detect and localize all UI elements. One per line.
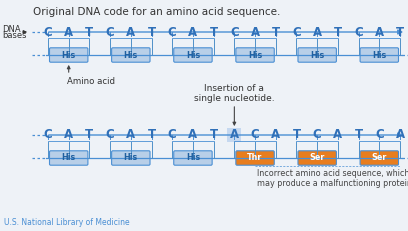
Text: T: T: [210, 128, 218, 142]
FancyBboxPatch shape: [298, 48, 336, 62]
FancyBboxPatch shape: [236, 151, 274, 165]
Text: U.S. National Library of Medicine: U.S. National Library of Medicine: [4, 218, 130, 227]
Text: A: A: [333, 128, 342, 142]
Text: A: A: [230, 128, 239, 142]
Text: Ser: Ser: [372, 154, 387, 162]
Text: A: A: [313, 25, 322, 39]
Text: Ser: Ser: [310, 154, 325, 162]
FancyBboxPatch shape: [49, 48, 88, 62]
Text: Original DNA code for an amino acid sequence.: Original DNA code for an amino acid sequ…: [33, 7, 280, 17]
Text: C: C: [168, 25, 177, 39]
Text: T: T: [334, 25, 342, 39]
Text: C: C: [168, 128, 177, 142]
Text: His: His: [62, 51, 76, 60]
Text: T: T: [293, 128, 301, 142]
Text: C: C: [313, 128, 322, 142]
Text: C: C: [354, 25, 363, 39]
Text: A: A: [188, 25, 197, 39]
FancyBboxPatch shape: [112, 48, 150, 62]
FancyBboxPatch shape: [298, 151, 336, 165]
Text: T: T: [210, 25, 218, 39]
Text: A: A: [375, 25, 384, 39]
Text: T: T: [355, 128, 363, 142]
FancyBboxPatch shape: [49, 151, 88, 165]
Text: A: A: [64, 128, 73, 142]
Text: His: His: [310, 51, 324, 60]
Text: A: A: [251, 25, 259, 39]
FancyBboxPatch shape: [236, 48, 274, 62]
Text: Incorrect amino acid sequence, which
may produce a malfunctioning protein.: Incorrect amino acid sequence, which may…: [257, 169, 408, 188]
Text: T: T: [396, 25, 404, 39]
Text: Thr: Thr: [247, 154, 263, 162]
Text: His: His: [186, 154, 200, 162]
Text: His: His: [62, 154, 76, 162]
Text: C: C: [375, 128, 384, 142]
Text: His: His: [372, 51, 386, 60]
FancyBboxPatch shape: [227, 128, 242, 142]
Text: A: A: [126, 25, 135, 39]
Text: C: C: [106, 128, 115, 142]
Text: C: C: [44, 128, 52, 142]
FancyBboxPatch shape: [174, 151, 212, 165]
Text: His: His: [124, 51, 138, 60]
Text: C: C: [251, 128, 259, 142]
Text: C: C: [44, 25, 52, 39]
FancyBboxPatch shape: [112, 151, 150, 165]
Text: His: His: [124, 154, 138, 162]
Text: A: A: [271, 128, 280, 142]
Text: A: A: [395, 128, 405, 142]
Text: T: T: [85, 128, 93, 142]
FancyBboxPatch shape: [174, 48, 212, 62]
FancyBboxPatch shape: [360, 151, 399, 165]
Text: His: His: [186, 51, 200, 60]
Text: T: T: [85, 25, 93, 39]
Text: C: C: [230, 25, 239, 39]
FancyBboxPatch shape: [360, 48, 399, 62]
Text: C: C: [106, 25, 115, 39]
Text: Insertion of a
single nucleotide.: Insertion of a single nucleotide.: [194, 84, 275, 103]
Text: T: T: [272, 25, 280, 39]
Text: A: A: [188, 128, 197, 142]
Text: T: T: [147, 128, 155, 142]
Text: T: T: [147, 25, 155, 39]
Text: A: A: [126, 128, 135, 142]
Text: His: His: [248, 51, 262, 60]
Text: bases: bases: [2, 31, 27, 40]
Text: A: A: [64, 25, 73, 39]
Text: C: C: [292, 25, 301, 39]
Text: DNA: DNA: [2, 24, 21, 33]
Text: Amino acid: Amino acid: [67, 77, 115, 86]
